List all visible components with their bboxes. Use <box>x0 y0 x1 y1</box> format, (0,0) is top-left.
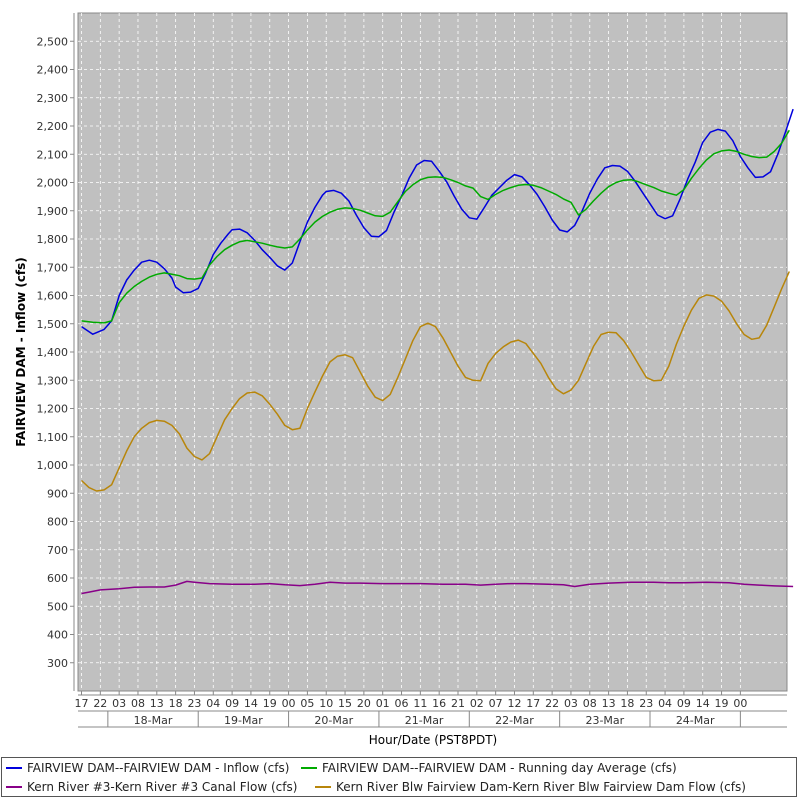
x-tick-label: 04 <box>658 697 672 710</box>
y-tick-label: 1,400 <box>37 346 69 359</box>
x-tick-label: 11 <box>413 697 427 710</box>
x-tick-label: 23 <box>639 697 653 710</box>
legend-label-running-average: FAIRVIEW DAM--FAIRVIEW DAM - Running day… <box>322 761 677 775</box>
x-tick-label: 16 <box>432 697 446 710</box>
legend-swatch-inflow <box>6 767 22 769</box>
x-tick-label: 23 <box>187 697 201 710</box>
legend-swatch-canal-flow <box>6 786 22 788</box>
y-tick-label: 1,800 <box>37 233 69 246</box>
y-tick-label: 2,300 <box>37 92 69 105</box>
x-tick-label: 08 <box>131 697 145 710</box>
y-tick-label: 900 <box>47 487 68 500</box>
x-tick-label: 00 <box>282 697 296 710</box>
x-tick-label: 01 <box>376 697 390 710</box>
legend-swatch-blw-dam-flow <box>315 786 331 788</box>
y-tick-label: 1,900 <box>37 205 69 218</box>
y-tick-label: 2,100 <box>37 148 69 161</box>
x-tick-label: 12 <box>507 697 521 710</box>
legend-item-blw-dam-flow: Kern River Blw Fairview Dam-Kern River B… <box>315 780 746 794</box>
legend-swatch-running-average <box>301 767 317 769</box>
y-tick-label: 1,100 <box>37 431 69 444</box>
y-tick-label: 1,300 <box>37 374 69 387</box>
series-lines <box>80 108 794 595</box>
x-tick-label: 08 <box>583 697 597 710</box>
y-tick-label: 2,200 <box>37 120 69 133</box>
x-tick-label: 18 <box>620 697 634 710</box>
date-label: 21-Mar <box>405 714 444 727</box>
y-tick-label: 2,000 <box>37 177 69 190</box>
series-line-0 <box>81 108 794 335</box>
legend-item-canal-flow: Kern River #3-Kern River #3 Canal Flow (… <box>6 780 297 794</box>
x-tick-label: 14 <box>696 697 710 710</box>
y-tick-label: 800 <box>47 516 68 529</box>
x-tick-label: 03 <box>564 697 578 710</box>
y-tick-label: 400 <box>47 629 68 642</box>
y-axis: 300 400 500 600 700 800 900 1,000 1,100 1,200 1,30… <box>37 13 75 691</box>
legend-label-canal-flow: Kern River #3-Kern River #3 Canal Flow (… <box>27 780 298 794</box>
x-tick-label: 17 <box>75 697 89 710</box>
series-line-3 <box>80 271 790 492</box>
date-label: 23-Mar <box>585 714 624 727</box>
y-tick-label: 1,500 <box>37 318 69 331</box>
x-tick-label: 18 <box>169 697 183 710</box>
x-tick-label: 10 <box>319 697 333 710</box>
y-tick-label: 2,400 <box>37 64 69 77</box>
date-label: 22-Mar <box>495 714 534 727</box>
y-tick-label: 1,200 <box>37 403 69 416</box>
legend: FAIRVIEW DAM--FAIRVIEW DAM - Inflow (cfs… <box>1 757 797 797</box>
legend-item-inflow: FAIRVIEW DAM--FAIRVIEW DAM - Inflow (cfs… <box>6 761 289 775</box>
legend-item-running-average: FAIRVIEW DAM--FAIRVIEW DAM - Running day… <box>301 761 677 775</box>
y-tick-label: 1,000 <box>37 459 69 472</box>
date-label: 24-Mar <box>676 714 715 727</box>
y-axis-title: FAIRVIEW DAM - Inflow (cfs) <box>14 257 28 447</box>
y-tick-label: 600 <box>47 572 68 585</box>
x-tick-label: 22 <box>93 697 107 710</box>
y-tick-label: 700 <box>47 544 68 557</box>
legend-label-inflow: FAIRVIEW DAM--FAIRVIEW DAM - Inflow (cfs… <box>27 761 290 775</box>
x-tick-label: 17 <box>526 697 540 710</box>
x-tick-label: 13 <box>602 697 616 710</box>
x-axis: 17 22 03 08 13 18 23 04 09 14 19 00 05 10 15 20 01 06 11 16… <box>75 691 787 728</box>
x-tick-label: 13 <box>150 697 164 710</box>
x-tick-label: 19 <box>715 697 729 710</box>
x-tick-label: 03 <box>112 697 126 710</box>
x-tick-label: 00 <box>733 697 747 710</box>
y-tick-label: 1,700 <box>37 261 69 274</box>
x-tick-label: 19 <box>263 697 277 710</box>
date-label: 20-Mar <box>314 714 353 727</box>
x-axis-title: Hour/Date (PST8PDT) <box>369 733 497 747</box>
x-tick-label: 09 <box>225 697 239 710</box>
y-tick-label: 1,600 <box>37 290 69 303</box>
x-tick-label: 06 <box>395 697 409 710</box>
x-tick-label: 07 <box>489 697 503 710</box>
grid-lines <box>78 13 787 691</box>
x-tick-label: 21 <box>451 697 465 710</box>
y-tick-label: 2,500 <box>37 35 69 48</box>
date-label: 18-Mar <box>134 714 173 727</box>
x-tick-label: 09 <box>677 697 691 710</box>
series-line-2 <box>81 580 794 595</box>
x-tick-label: 20 <box>357 697 371 710</box>
legend-label-blw-dam-flow: Kern River Blw Fairview Dam-Kern River B… <box>336 780 746 794</box>
x-tick-label: 02 <box>470 697 484 710</box>
x-tick-label: 05 <box>300 697 314 710</box>
y-tick-label: 500 <box>47 600 68 613</box>
x-tick-label: 04 <box>206 697 220 710</box>
x-tick-label: 22 <box>545 697 559 710</box>
series-line-1 <box>81 129 790 324</box>
date-label: 19-Mar <box>224 714 263 727</box>
x-tick-label: 14 <box>244 697 258 710</box>
x-tick-label: 15 <box>338 697 352 710</box>
y-tick-label: 300 <box>47 657 68 670</box>
